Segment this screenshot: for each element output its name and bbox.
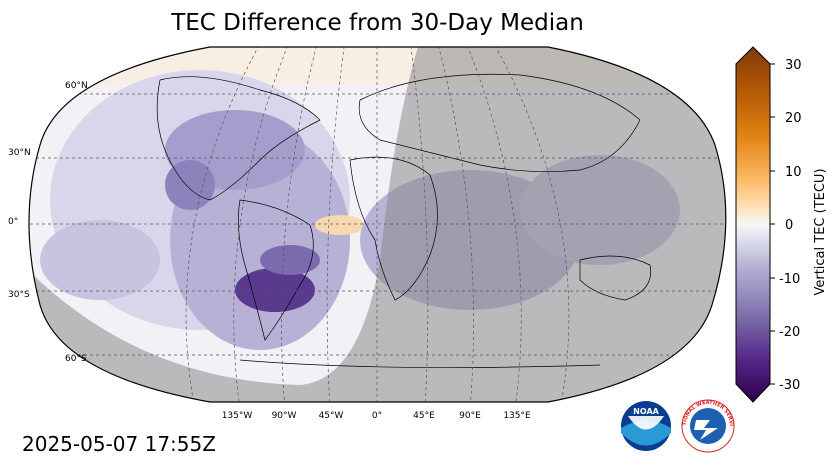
lon-label-135w: 135°W (222, 411, 253, 421)
colorbar-gradient (735, 46, 771, 403)
lon-45e-line (409, 47, 429, 402)
timestamp: 2025-05-07 17:55Z (22, 432, 216, 456)
anomaly-region-brazil (260, 245, 320, 275)
colorbar-ticks (770, 63, 775, 385)
africa-outline (349, 156, 438, 301)
graticule (29, 47, 726, 402)
lon-label-135e: 135°E (503, 411, 531, 421)
globe-outline (28, 46, 727, 403)
eurasia-outline (358, 73, 641, 173)
lon-90w-line (281, 47, 319, 402)
lon-180w-line (185, 47, 263, 402)
lon-label-90e: 90°E (459, 411, 481, 421)
north-america-outline (156, 76, 321, 201)
positive-anomaly-atlantic (315, 215, 365, 235)
lon-label-45e: 45°E (413, 411, 435, 421)
lat-label-30s: 30°S (8, 290, 30, 300)
colorbar-tick-10: 10 (785, 165, 802, 180)
lat-label-30n: 30°N (8, 148, 31, 158)
svg-text:NOAA: NOAA (633, 407, 659, 416)
colorbar-tick-neg30: -30 (779, 378, 800, 393)
lon-90e-line (436, 47, 474, 402)
lon-label-0: 0° (372, 411, 382, 421)
night-shading (29, 47, 726, 402)
colorbar-label: Vertical TEC (TECU) (813, 168, 828, 295)
lon-label-90w: 90°W (272, 411, 297, 421)
anomaly-region-pacific (40, 220, 160, 300)
lat-label-0: 0° (8, 217, 18, 227)
colorbar-tick-20: 20 (785, 111, 802, 126)
noaa-logo: NOAA (621, 401, 671, 451)
south-america-outline (237, 199, 314, 341)
colorbar-tick-neg10: -10 (779, 272, 800, 287)
lon-label-45w: 45°W (319, 411, 344, 421)
colorbar-tick-30: 30 (785, 58, 802, 73)
lon-180e-line (491, 47, 570, 402)
map-title: TEC Difference from 30-Day Median (171, 10, 584, 36)
coastlines (156, 73, 652, 368)
lon-45w-line (326, 47, 346, 402)
agency-logos: NOAA NATIONAL WEATHER SERVICE (618, 398, 735, 453)
lat-label-60n: 60°N (65, 81, 88, 91)
lat-label-60s: 60°S (65, 354, 87, 364)
colorbar-tick-0: 0 (785, 218, 793, 233)
colorbar-tick-neg20: -20 (779, 325, 800, 340)
antarctica-outline (239, 359, 601, 368)
